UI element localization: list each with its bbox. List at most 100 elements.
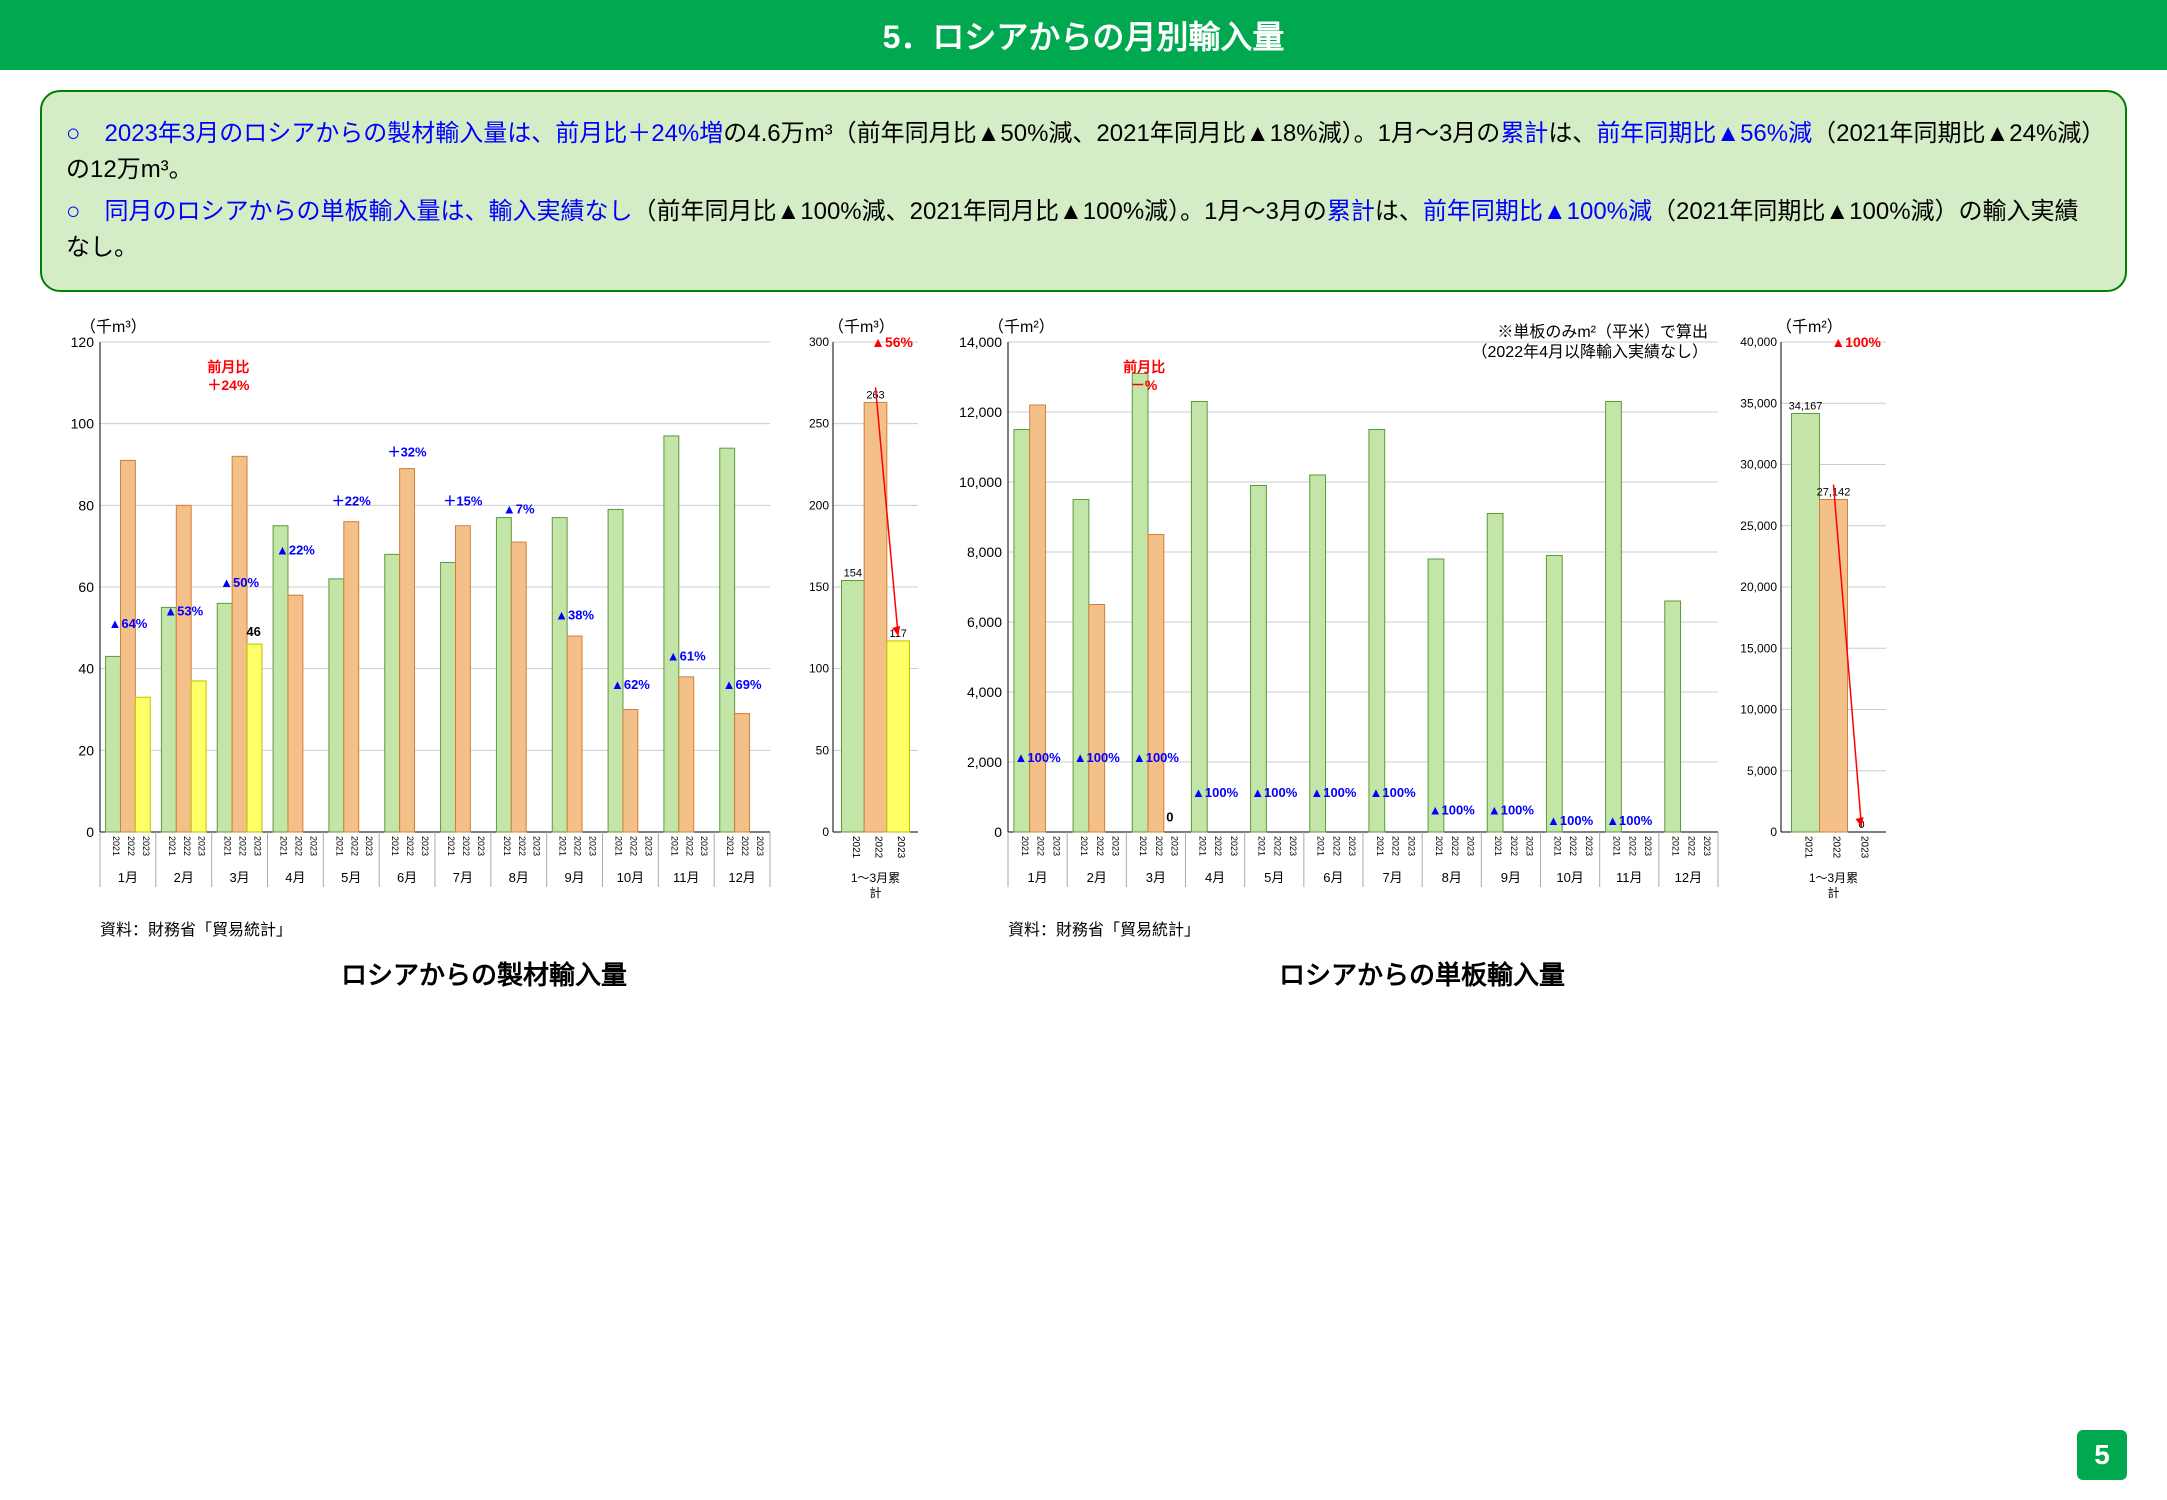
svg-text:▲100%: ▲100% [1192,785,1239,800]
svg-text:2022: 2022 [573,836,583,856]
svg-text:▲50%: ▲50% [220,575,259,590]
svg-text:＋24%: ＋24% [207,377,250,393]
svg-text:2023: 2023 [1288,836,1298,856]
svg-text:4,000: 4,000 [967,684,1002,700]
svg-text:2021: 2021 [669,836,679,856]
svg-text:2022: 2022 [740,836,750,856]
svg-text:2022: 2022 [1095,836,1105,856]
svg-text:5,000: 5,000 [1747,764,1777,778]
svg-text:10月: 10月 [617,870,644,885]
summary-box: ○ 2023年3月のロシアからの製材輸入量は、前月比＋24%増の4.6万m³（前… [40,90,2127,292]
svg-text:2023: 2023 [699,836,709,856]
svg-text:14,000: 14,000 [959,334,1002,350]
svg-text:2022: 2022 [1272,836,1282,856]
svg-text:▲100%: ▲100% [1015,750,1062,765]
svg-text:▲100%: ▲100% [1429,803,1476,818]
svg-text:1～3月累: 1～3月累 [1809,871,1858,885]
svg-text:3月: 3月 [229,870,249,885]
svg-text:2021: 2021 [1316,836,1326,856]
svg-text:20: 20 [78,742,94,758]
svg-text:10,000: 10,000 [1740,703,1777,717]
svg-text:20,000: 20,000 [1740,580,1777,594]
svg-text:2022: 2022 [182,836,192,856]
svg-text:30,000: 30,000 [1740,458,1777,472]
svg-text:2022: 2022 [1391,836,1401,856]
svg-text:2023: 2023 [420,836,430,856]
svg-text:▲56%: ▲56% [871,334,913,350]
svg-text:15,000: 15,000 [1740,641,1777,655]
svg-text:▲100%: ▲100% [1488,803,1535,818]
svg-text:2023: 2023 [1702,836,1712,856]
summary-text: ○ 同月のロシアからの単板輸入量は、輸入実績なし [66,198,633,225]
svg-text:1月: 1月 [118,870,138,885]
svg-text:2021: 2021 [1611,836,1621,856]
svg-text:154: 154 [844,567,862,579]
svg-text:2023: 2023 [643,836,653,856]
svg-text:▲53%: ▲53% [164,604,203,619]
svg-text:▲100%: ▲100% [1547,813,1594,828]
svg-text:2022: 2022 [1154,836,1164,856]
svg-text:25,000: 25,000 [1740,519,1777,533]
svg-text:8月: 8月 [509,870,529,885]
svg-text:2023: 2023 [1111,836,1121,856]
svg-text:11月: 11月 [673,870,700,885]
lumber-cumulative-chart: （千m³）05010015020025030015420212632022117… [788,312,928,912]
svg-text:2021: 2021 [167,836,177,856]
svg-text:6,000: 6,000 [967,614,1002,630]
svg-text:35,000: 35,000 [1740,396,1777,410]
svg-text:2023: 2023 [1347,836,1357,856]
svg-text:2023: 2023 [1406,836,1416,856]
svg-text:2023: 2023 [895,836,906,859]
svg-text:2023: 2023 [1525,836,1535,856]
svg-text:2023: 2023 [1643,836,1653,856]
svg-text:2021: 2021 [1434,836,1444,856]
svg-text:250: 250 [809,417,829,431]
svg-text:9月: 9月 [1501,870,1521,885]
svg-text:4月: 4月 [285,870,305,885]
svg-text:－%: －% [1131,377,1158,393]
lumber-chart-title: ロシアからの製材輸入量 [341,955,627,992]
svg-text:2月: 2月 [174,870,194,885]
svg-text:6月: 6月 [397,870,417,885]
svg-text:＋32%: ＋32% [388,444,427,459]
svg-text:2021: 2021 [502,836,512,856]
svg-text:200: 200 [809,498,829,512]
svg-text:2023: 2023 [364,836,374,856]
svg-text:2022: 2022 [349,836,359,856]
svg-text:2022: 2022 [1831,836,1842,859]
svg-text:120: 120 [71,334,95,350]
svg-text:2021: 2021 [558,836,568,856]
svg-text:2023: 2023 [532,836,542,856]
svg-text:※単板のみm²（平米）で算出: ※単板のみm²（平米）で算出 [1497,322,1708,341]
svg-text:2023: 2023 [587,836,597,856]
svg-text:2022: 2022 [1213,836,1223,856]
svg-text:1～3月累: 1～3月累 [851,871,900,885]
svg-text:11月: 11月 [1616,870,1643,885]
svg-text:2023: 2023 [1859,836,1870,859]
svg-text:2021: 2021 [1552,836,1562,856]
svg-text:2022: 2022 [1331,836,1341,856]
svg-text:2022: 2022 [1627,836,1637,856]
veneer-chart-title: ロシアからの単板輸入量 [1279,955,1565,992]
svg-text:2021: 2021 [850,836,861,859]
svg-text:300: 300 [809,335,829,349]
svg-text:80: 80 [78,497,94,513]
svg-text:2021: 2021 [334,836,344,856]
svg-text:2,000: 2,000 [967,754,1002,770]
svg-text:2021: 2021 [1197,836,1207,856]
svg-text:2022: 2022 [1450,836,1460,856]
svg-text:2022: 2022 [1686,836,1696,856]
svg-text:40,000: 40,000 [1740,335,1777,349]
svg-text:2022: 2022 [1568,836,1578,856]
svg-text:▲61%: ▲61% [667,649,706,664]
svg-text:2022: 2022 [238,836,248,856]
veneer-monthly-chart: （千m²）02,0004,0006,0008,00010,00012,00014… [948,312,1728,912]
svg-text:34,167: 34,167 [1789,400,1823,412]
svg-text:2021: 2021 [1256,836,1266,856]
svg-text:2021: 2021 [1138,836,1148,856]
svg-text:計: 計 [869,885,881,900]
svg-text:46: 46 [246,624,260,639]
svg-text:0: 0 [86,824,94,840]
veneer-cumulative-chart: （千m²）05,00010,00015,00020,00025,00030,00… [1736,312,1896,912]
svg-text:2022: 2022 [517,836,527,856]
